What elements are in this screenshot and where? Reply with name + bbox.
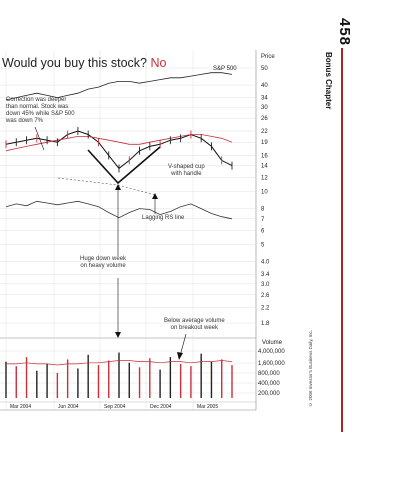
x-axis: Mar 2004 Jun 2004 Sep 2004 Dec 2004 Mar 2005 xyxy=(10,404,218,410)
sp500-label: S&P 500 xyxy=(213,66,237,72)
price-line xyxy=(5,130,233,170)
price-tick: 26 xyxy=(261,116,268,122)
volume-axis: Volume 4,000,000 1,600,000 800,000 400,000 20… xyxy=(258,340,285,397)
page-number: 458 xyxy=(336,18,353,47)
price-tick: 34 xyxy=(261,96,268,102)
price-axis: Price 50 40 34 30 26 22 19 16 14 12 10 8 7 6 5 4.0 3.4 3.0… xyxy=(261,54,275,327)
price-tick: 14 xyxy=(261,164,268,170)
price-axis-label: Price xyxy=(261,54,275,60)
chart-grid xyxy=(0,50,257,411)
volume-tick: 800,000 xyxy=(258,371,280,377)
page-edge-rule xyxy=(341,48,343,432)
v-cup-line xyxy=(87,146,161,185)
downweek-arrow-head xyxy=(115,332,121,338)
price-tick: 16 xyxy=(261,153,268,159)
annotation-arrows xyxy=(34,126,187,360)
price-tick: 2.2 xyxy=(261,306,270,312)
price-tick: 10 xyxy=(261,189,268,195)
price-tick: 12 xyxy=(261,175,268,181)
chart-title-question: Would you buy this stock? xyxy=(2,56,147,70)
price-tick: 7 xyxy=(261,217,265,223)
x-tick: Jun 2004 xyxy=(58,404,79,410)
volume-average-line xyxy=(6,360,233,366)
price-tick: 3.4 xyxy=(261,272,270,278)
correction-arrow xyxy=(34,126,45,151)
x-tick: Mar 2005 xyxy=(197,404,218,410)
price-tick: 50 xyxy=(261,66,268,72)
chart-title: Would you buy this stock? No xyxy=(2,56,166,70)
breakout-arrow xyxy=(179,333,187,357)
price-tick: 40 xyxy=(261,83,268,89)
annotation-downweek: Huge down week on heavy volume xyxy=(80,256,127,269)
x-tick: Dec 2004 xyxy=(150,404,172,410)
annotation-breakout: Below average volume on breakout week xyxy=(164,318,225,331)
price-tick: 22 xyxy=(261,129,268,135)
price-tick: 2.6 xyxy=(261,293,270,299)
price-tick: 6 xyxy=(261,229,265,235)
cup-arrow-head xyxy=(115,184,121,190)
x-tick: Mar 2004 xyxy=(10,404,31,410)
price-tick: 19 xyxy=(261,140,268,146)
volume-bars-layer xyxy=(5,352,233,398)
price-series-layer: S&P 500 xyxy=(5,66,237,220)
volume-tick: 1,600,000 xyxy=(258,361,285,367)
moving-average-line xyxy=(5,134,233,152)
x-tick: Sep 2004 xyxy=(104,404,126,410)
annotation-rs: Lagging RS line xyxy=(142,215,185,221)
breakout-arrow-head xyxy=(177,352,183,360)
rs-trend-dash xyxy=(117,184,156,196)
rs-arrow-head xyxy=(152,193,158,199)
rs-line xyxy=(5,200,233,220)
sp500-line xyxy=(5,72,233,101)
volume-tick: 200,000 xyxy=(258,391,280,397)
price-tick: 5 xyxy=(261,243,265,249)
price-tick: 3.0 xyxy=(261,282,270,288)
volume-axis-label: Volume xyxy=(262,340,283,346)
section-title: Bonus Chapter xyxy=(324,52,333,110)
annotation-vcup: V-shaped cup with handle xyxy=(168,164,205,177)
price-tick: 30 xyxy=(261,105,268,111)
copyright-note: © 2006 Investor's Business Daily, Inc. xyxy=(308,330,313,407)
annotation-correction: Correction was deeper than normal. Stock… xyxy=(6,97,75,124)
price-tick: 4.0 xyxy=(261,260,270,266)
volume-tick: 400,000 xyxy=(258,381,280,387)
rs-trend-dash xyxy=(57,177,119,186)
price-tick: 8 xyxy=(261,207,265,213)
volume-tick: 4,000,000 xyxy=(258,349,285,355)
price-tick: 1.8 xyxy=(261,321,270,327)
chart-title-answer: No xyxy=(150,56,167,70)
